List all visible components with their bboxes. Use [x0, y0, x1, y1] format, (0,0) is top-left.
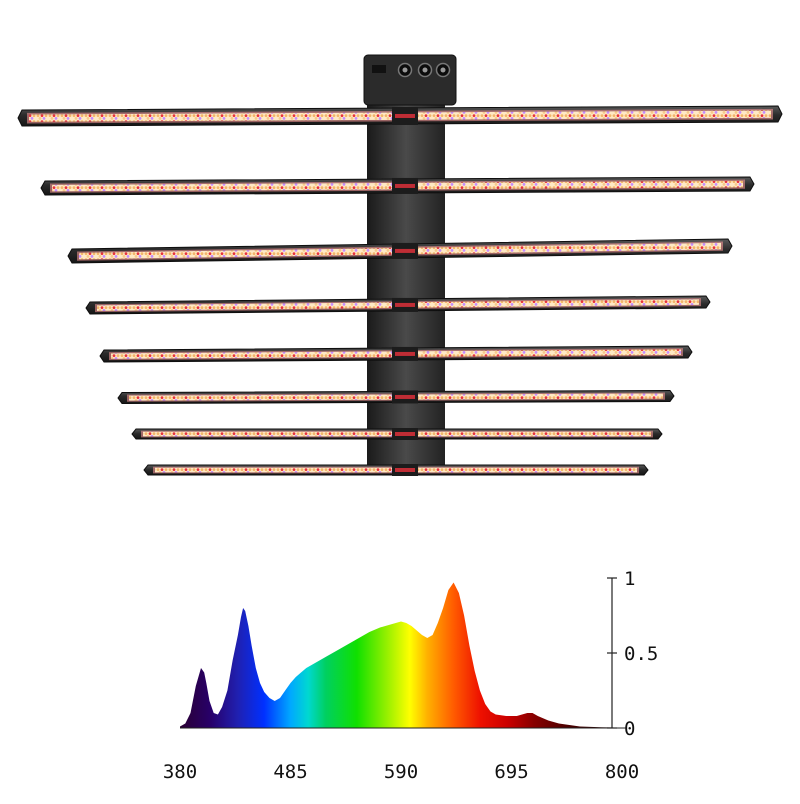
x-tick-label: 485 [273, 761, 307, 783]
spectrum-area [180, 582, 622, 728]
fixture-spine [367, 80, 445, 472]
dimmer-knob-cap-1 [402, 67, 408, 73]
light-spectrum-chart: 380 485 590 695 800 0 0.5 1 [0, 560, 800, 800]
y-tick-label: 0 [624, 718, 635, 740]
x-tick-label: 800 [605, 761, 639, 783]
x-tick-label: 695 [494, 761, 528, 783]
bar-connector-led-5 [395, 351, 415, 356]
power-switch [372, 65, 386, 73]
bar-connector-led-1 [395, 113, 415, 118]
driver-box [363, 54, 457, 106]
x-tick-label: 380 [163, 761, 197, 783]
spectrum-plot: 380 485 590 695 800 0 0.5 1 [163, 568, 658, 783]
dimmer-knob-cap-2 [422, 67, 428, 73]
dimmer-knob-cap-3 [440, 67, 446, 73]
y-tick-label: 1 [624, 568, 635, 590]
bar-connector-led-6 [395, 394, 415, 399]
grow-light-drawing [17, 54, 783, 476]
bar-connector-led-7 [395, 432, 415, 436]
bar-connector-led-3 [395, 248, 415, 253]
y-tick-label: 0.5 [624, 643, 658, 665]
bar-connector-led-4 [395, 302, 415, 307]
grow-light-fixture-illustration [17, 54, 783, 476]
bar-connector-led-8 [395, 468, 415, 472]
x-tick-label: 590 [384, 761, 418, 783]
bar-connector-led-2 [395, 183, 415, 188]
